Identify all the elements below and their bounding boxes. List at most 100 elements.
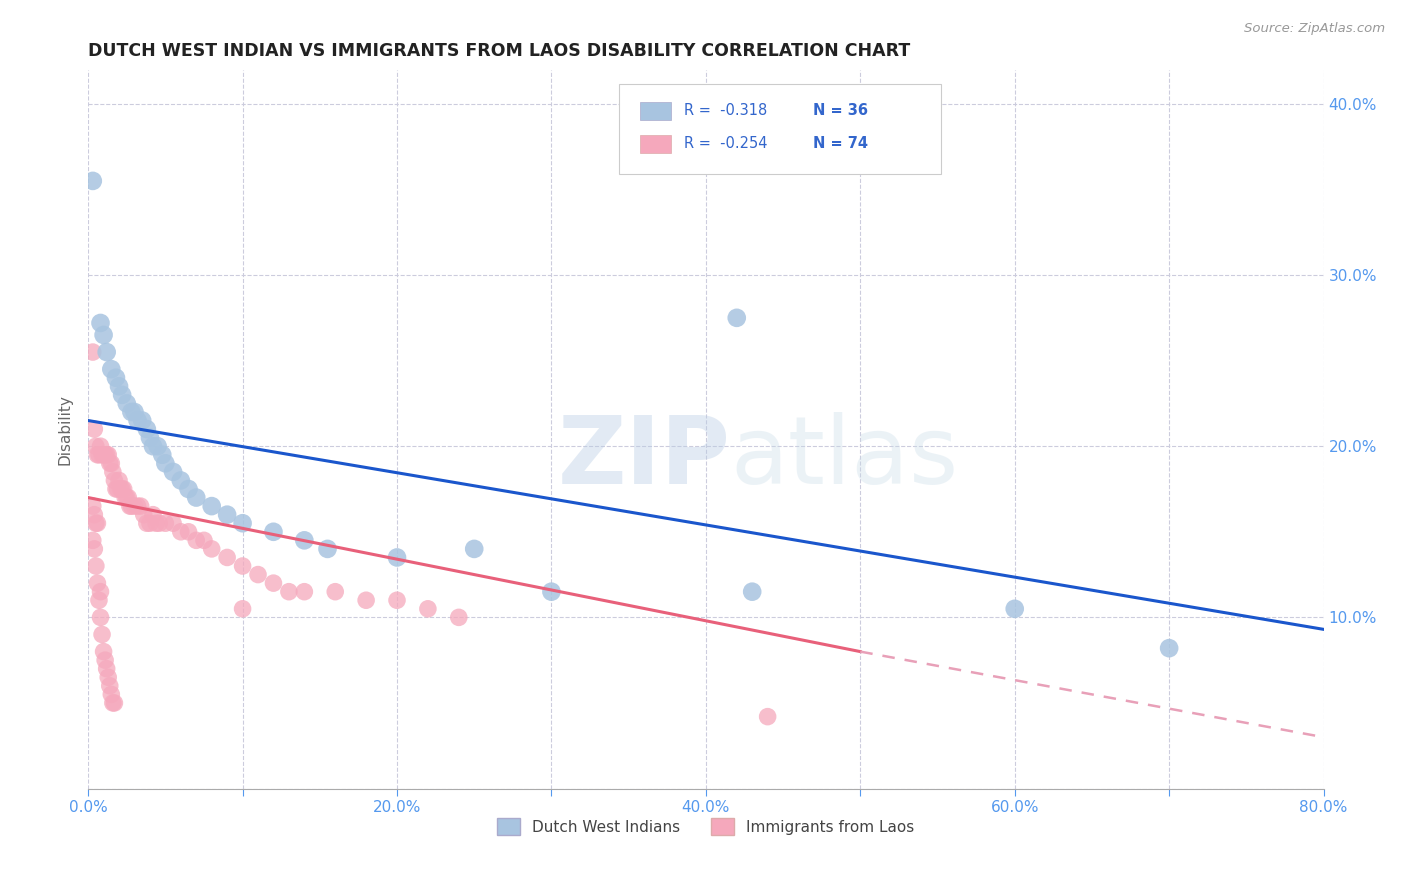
- Point: [82, 533, 104, 548]
- Point: [201, 499, 224, 513]
- Point: [232, 602, 254, 616]
- Text: DUTCH WEST INDIAN VS IMMIGRANTS FROM LAOS DISABILITY CORRELATION CHART: DUTCH WEST INDIAN VS IMMIGRANTS FROM LAO…: [89, 42, 911, 60]
- Point: [84, 559, 107, 574]
- Point: [89, 316, 111, 330]
- Point: [87, 593, 110, 607]
- Point: [385, 550, 408, 565]
- Point: [135, 422, 157, 436]
- Point: [94, 653, 117, 667]
- Point: [292, 584, 315, 599]
- Point: [201, 541, 224, 556]
- Point: [117, 491, 139, 505]
- Point: [86, 448, 108, 462]
- Point: [262, 524, 284, 539]
- Point: [132, 508, 155, 522]
- Point: [148, 516, 170, 531]
- Y-axis label: Disability: Disability: [58, 393, 72, 465]
- Point: [104, 482, 127, 496]
- Point: [110, 482, 132, 496]
- Point: [124, 499, 146, 513]
- Point: [104, 370, 127, 384]
- Point: [725, 310, 748, 325]
- Point: [127, 499, 149, 513]
- Point: [100, 456, 122, 470]
- Point: [1159, 641, 1181, 656]
- Point: [131, 413, 153, 427]
- Point: [120, 499, 142, 513]
- Point: [100, 362, 122, 376]
- Point: [98, 456, 121, 470]
- Point: [93, 328, 115, 343]
- Point: [115, 396, 138, 410]
- Point: [139, 516, 162, 531]
- Point: [247, 567, 270, 582]
- Point: [323, 584, 346, 599]
- Point: [84, 439, 107, 453]
- Point: [177, 482, 200, 496]
- Point: [129, 499, 152, 513]
- Point: [127, 413, 149, 427]
- Point: [177, 524, 200, 539]
- Point: [101, 465, 124, 479]
- Point: [120, 405, 142, 419]
- Point: [142, 439, 165, 453]
- Point: [170, 524, 193, 539]
- Point: [232, 559, 254, 574]
- Point: [89, 439, 111, 453]
- Point: [83, 422, 105, 436]
- Point: [97, 670, 120, 684]
- Point: [1004, 602, 1026, 616]
- Point: [103, 696, 125, 710]
- Point: [170, 474, 193, 488]
- Point: [186, 533, 208, 548]
- Point: [107, 482, 129, 496]
- Text: R =  -0.254: R = -0.254: [683, 136, 768, 151]
- Point: [111, 482, 134, 496]
- Point: [316, 541, 339, 556]
- Point: [114, 491, 136, 505]
- Point: [277, 584, 299, 599]
- Point: [96, 662, 118, 676]
- Point: [193, 533, 215, 548]
- Point: [96, 448, 118, 462]
- Point: [82, 174, 104, 188]
- Point: [97, 448, 120, 462]
- Point: [354, 593, 377, 607]
- Point: [385, 593, 408, 607]
- Point: [463, 541, 485, 556]
- Point: [162, 516, 184, 531]
- Point: [108, 379, 131, 393]
- Point: [103, 474, 125, 488]
- Text: Source: ZipAtlas.com: Source: ZipAtlas.com: [1244, 22, 1385, 36]
- Point: [155, 516, 177, 531]
- Point: [186, 491, 208, 505]
- Point: [146, 439, 169, 453]
- FancyBboxPatch shape: [640, 135, 671, 153]
- Point: [98, 679, 121, 693]
- Point: [82, 499, 104, 513]
- Point: [162, 465, 184, 479]
- Point: [217, 508, 239, 522]
- Point: [82, 345, 104, 359]
- Point: [540, 584, 562, 599]
- Text: N = 36: N = 36: [813, 103, 869, 118]
- Point: [741, 584, 763, 599]
- Point: [447, 610, 470, 624]
- Point: [142, 508, 165, 522]
- Point: [155, 456, 177, 470]
- Point: [91, 448, 114, 462]
- Text: N = 74: N = 74: [813, 136, 869, 151]
- Point: [89, 584, 111, 599]
- Point: [139, 431, 162, 445]
- Point: [86, 516, 108, 531]
- Text: ZIP: ZIP: [558, 412, 731, 504]
- Point: [89, 610, 111, 624]
- Point: [87, 448, 110, 462]
- Point: [101, 696, 124, 710]
- Point: [124, 405, 146, 419]
- Point: [83, 508, 105, 522]
- Legend: Dutch West Indians, Immigrants from Laos: Dutch West Indians, Immigrants from Laos: [498, 818, 914, 835]
- Point: [135, 516, 157, 531]
- Point: [115, 491, 138, 505]
- Point: [292, 533, 315, 548]
